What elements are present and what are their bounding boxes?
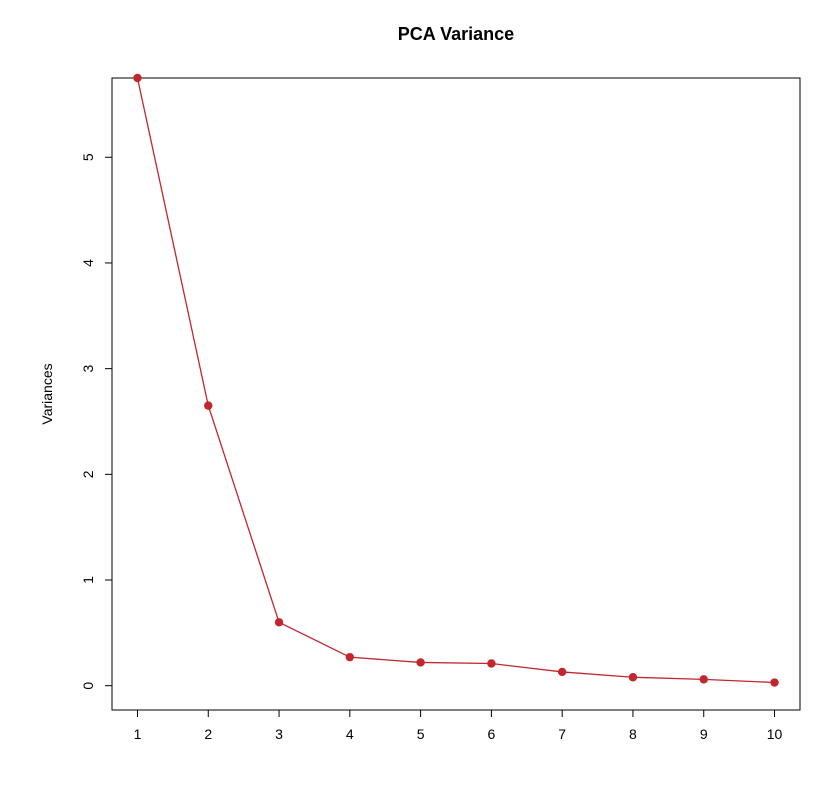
x-tick-label: 3 bbox=[275, 726, 283, 742]
y-tick-label: 5 bbox=[80, 153, 96, 161]
data-point bbox=[416, 658, 424, 666]
x-tick-label: 10 bbox=[767, 726, 783, 742]
data-point bbox=[770, 678, 778, 686]
data-point bbox=[133, 74, 141, 82]
y-tick-label: 4 bbox=[80, 259, 96, 267]
x-tick-label: 7 bbox=[558, 726, 566, 742]
y-tick-label: 2 bbox=[80, 470, 96, 478]
x-tick-label: 2 bbox=[204, 726, 212, 742]
x-tick-label: 8 bbox=[629, 726, 637, 742]
chart-title: PCA Variance bbox=[398, 24, 514, 44]
data-point bbox=[558, 668, 566, 676]
x-tick-label: 1 bbox=[134, 726, 142, 742]
data-point bbox=[629, 673, 637, 681]
data-point bbox=[204, 401, 212, 409]
data-point bbox=[700, 675, 708, 683]
y-axis-label: Variances bbox=[39, 363, 55, 424]
data-point bbox=[346, 653, 354, 661]
y-tick-label: 0 bbox=[80, 682, 96, 690]
variance-line bbox=[137, 78, 774, 683]
data-point bbox=[275, 618, 283, 626]
data-point bbox=[487, 659, 495, 667]
x-tick-label: 9 bbox=[700, 726, 708, 742]
plot-box bbox=[112, 78, 800, 710]
y-tick-label: 3 bbox=[80, 365, 96, 373]
x-tick-label: 4 bbox=[346, 726, 354, 742]
y-tick-label: 1 bbox=[80, 576, 96, 584]
x-tick-label: 6 bbox=[487, 726, 495, 742]
scree-plot: PCA Variance 1 2 3 4 5 6 7 8 9 10 0 1 2 3 4 5 Variances bbox=[0, 0, 836, 799]
chart-container: PCA Variance 1 2 3 4 5 6 7 8 9 10 0 1 2 3 4 5 Variances bbox=[0, 0, 836, 799]
x-tick-label: 5 bbox=[417, 726, 425, 742]
